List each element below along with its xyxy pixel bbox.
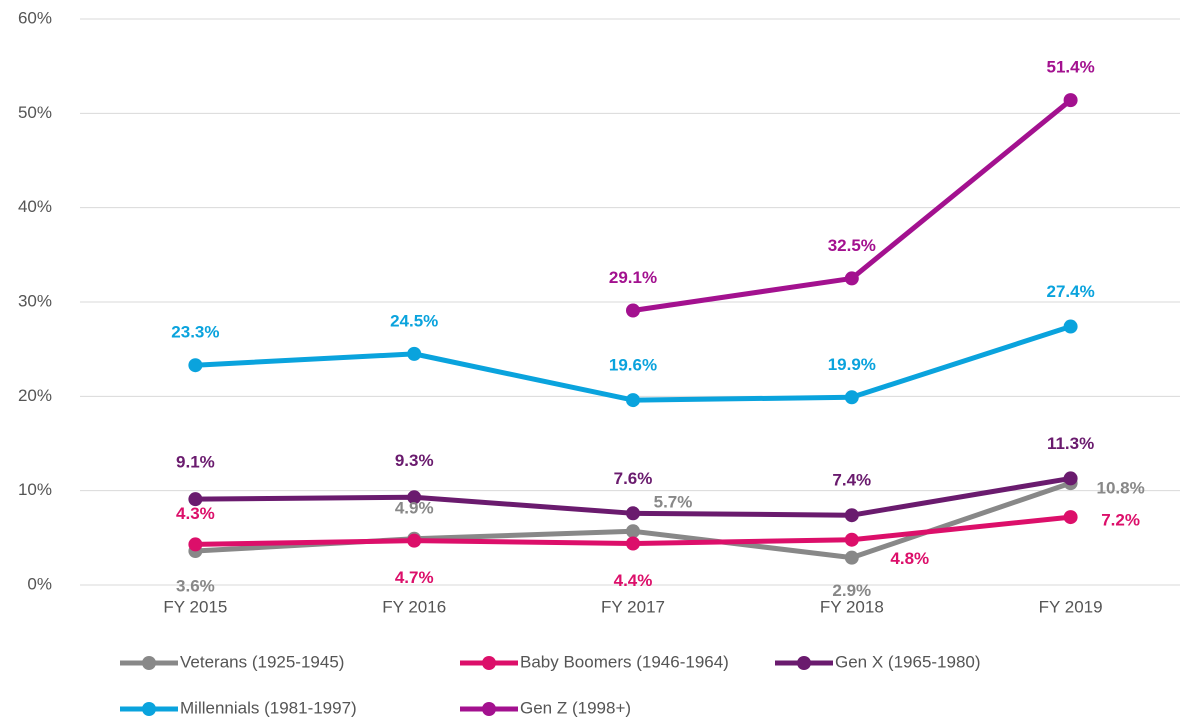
legend-marker	[482, 702, 496, 716]
x-tick-label: FY 2017	[601, 597, 665, 616]
data-label: 29.1%	[609, 268, 657, 287]
data-point	[188, 358, 203, 373]
data-point	[626, 393, 640, 408]
x-tick-label: FY 2016	[382, 597, 446, 616]
data-label: 4.8%	[890, 549, 929, 568]
data-label: 24.5%	[390, 311, 438, 330]
data-point	[1063, 471, 1078, 486]
y-tick-label: 30%	[18, 291, 52, 310]
data-point	[188, 537, 203, 552]
data-label: 10.8%	[1096, 479, 1144, 498]
data-label: 9.1%	[176, 453, 215, 472]
data-label: 11.3%	[1047, 434, 1094, 453]
data-label: 7.4%	[832, 471, 871, 490]
data-label: 7.6%	[614, 469, 653, 488]
y-tick-label: 50%	[18, 103, 52, 122]
data-label: 4.4%	[614, 571, 653, 590]
x-tick-label: FY 2015	[163, 597, 227, 616]
data-point	[407, 533, 422, 548]
data-point	[1063, 510, 1078, 525]
data-point	[626, 506, 640, 521]
legend-label: Veterans (1925-1945)	[180, 652, 344, 671]
data-label: 19.9%	[828, 355, 876, 374]
legend-marker	[142, 656, 156, 670]
y-tick-label: 10%	[18, 480, 52, 499]
data-label: 27.4%	[1046, 282, 1094, 301]
x-tick-label: FY 2018	[820, 597, 884, 616]
data-label: 4.7%	[395, 568, 434, 587]
data-label: 23.3%	[171, 323, 219, 342]
data-point	[844, 390, 859, 405]
legend-marker	[797, 656, 811, 670]
legend-label: Baby Boomers (1946-1964)	[520, 652, 729, 671]
data-label: 3.6%	[176, 577, 215, 596]
data-point	[1063, 93, 1078, 108]
data-label: 32.5%	[828, 236, 876, 255]
data-label: 4.9%	[395, 498, 434, 517]
data-point	[407, 346, 422, 361]
data-point	[844, 271, 859, 286]
data-label: 19.6%	[609, 356, 657, 375]
legend-marker	[482, 656, 496, 670]
legend-label: Millennials (1981-1997)	[180, 698, 357, 717]
y-tick-label: 0%	[27, 574, 52, 593]
data-label: 4.3%	[176, 504, 215, 523]
y-tick-label: 40%	[18, 197, 52, 216]
data-point	[844, 532, 859, 547]
data-point	[407, 490, 422, 505]
x-tick-label: FY 2019	[1039, 597, 1103, 616]
data-label: 9.3%	[395, 451, 434, 470]
data-point	[626, 536, 640, 551]
data-point	[626, 524, 640, 539]
y-tick-label: 60%	[18, 8, 52, 27]
data-label: 51.4%	[1046, 58, 1094, 77]
data-point	[844, 550, 859, 565]
data-label: 5.7%	[654, 493, 693, 512]
data-point	[844, 508, 859, 523]
data-label: 7.2%	[1101, 511, 1140, 530]
data-point	[626, 303, 640, 318]
legend-marker	[142, 702, 156, 716]
legend-label: Gen Z (1998+)	[520, 698, 631, 717]
data-label: 2.9%	[832, 581, 871, 600]
data-point	[188, 492, 203, 507]
y-tick-label: 20%	[18, 386, 52, 405]
data-point	[1063, 319, 1078, 334]
legend-label: Gen X (1965-1980)	[835, 652, 981, 671]
